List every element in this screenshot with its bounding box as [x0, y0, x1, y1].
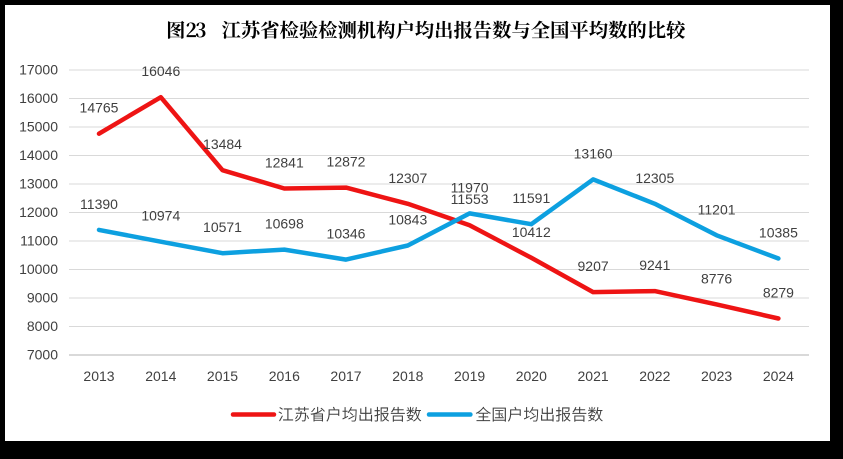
svg-text:2014: 2014 — [145, 368, 176, 384]
svg-text:12841: 12841 — [265, 155, 304, 171]
svg-text:8000: 8000 — [27, 318, 58, 334]
svg-text:2024: 2024 — [763, 368, 794, 384]
svg-text:14000: 14000 — [19, 147, 58, 163]
svg-text:12872: 12872 — [327, 154, 366, 170]
svg-text:7000: 7000 — [27, 347, 58, 363]
svg-text:2019: 2019 — [454, 368, 485, 384]
svg-text:13000: 13000 — [19, 176, 58, 192]
svg-text:2023: 2023 — [701, 368, 732, 384]
svg-text:8279: 8279 — [763, 285, 794, 301]
svg-text:2020: 2020 — [516, 368, 547, 384]
svg-text:11970: 11970 — [451, 179, 489, 195]
svg-text:11591: 11591 — [512, 190, 550, 206]
svg-text:11201: 11201 — [698, 201, 736, 217]
svg-text:12305: 12305 — [635, 170, 674, 186]
svg-text:2016: 2016 — [269, 368, 300, 384]
svg-text:2013: 2013 — [83, 368, 114, 384]
svg-text:10000: 10000 — [19, 261, 58, 277]
svg-text:2021: 2021 — [578, 368, 609, 384]
svg-text:13484: 13484 — [203, 136, 242, 152]
svg-text:10698: 10698 — [265, 216, 304, 232]
svg-text:12307: 12307 — [388, 170, 427, 186]
svg-text:10346: 10346 — [327, 226, 366, 242]
svg-text:11390: 11390 — [80, 196, 118, 212]
svg-text:10843: 10843 — [388, 212, 427, 228]
svg-text:16000: 16000 — [19, 90, 58, 106]
svg-text:11000: 11000 — [20, 233, 58, 249]
svg-text:10412: 10412 — [512, 224, 551, 240]
svg-text:10385: 10385 — [759, 225, 798, 241]
svg-text:2022: 2022 — [639, 368, 670, 384]
svg-text:2017: 2017 — [330, 368, 361, 384]
svg-text:9241: 9241 — [639, 257, 670, 273]
svg-text:10571: 10571 — [203, 219, 242, 235]
svg-text:13160: 13160 — [574, 145, 613, 161]
svg-text:8776: 8776 — [701, 270, 732, 286]
svg-text:9207: 9207 — [578, 258, 609, 274]
svg-text:17000: 17000 — [19, 62, 58, 78]
svg-text:11553: 11553 — [451, 191, 489, 207]
svg-text:2018: 2018 — [392, 368, 423, 384]
svg-text:14765: 14765 — [80, 100, 119, 116]
svg-text:16046: 16046 — [141, 63, 180, 79]
svg-text:10974: 10974 — [141, 208, 180, 224]
svg-text:15000: 15000 — [19, 119, 58, 135]
svg-text:12000: 12000 — [19, 204, 58, 220]
svg-text:2015: 2015 — [207, 368, 238, 384]
svg-text:9000: 9000 — [27, 290, 58, 306]
